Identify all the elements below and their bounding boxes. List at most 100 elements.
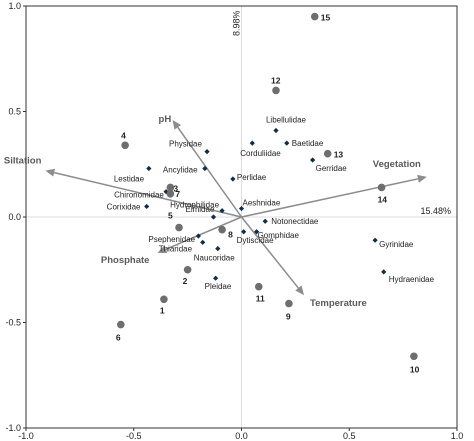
taxon-marker [230, 176, 236, 182]
vector-arrowhead [172, 119, 182, 130]
taxon-marker [144, 203, 150, 210]
taxon-label: Gerridae [316, 164, 348, 173]
taxon-label: Notonectidae [271, 217, 319, 226]
taxon-label: Lestidae [114, 174, 145, 183]
taxon-marker [195, 233, 201, 239]
taxon-marker [238, 205, 245, 212]
site-label: 11 [256, 294, 265, 304]
y-tick-label: -0.5 [5, 318, 21, 328]
vector-arrowhead [417, 174, 427, 183]
y-tick-label: -1.0 [5, 423, 21, 433]
axis1-variance-label: 15.48% [420, 206, 451, 216]
taxon-marker [262, 218, 268, 224]
taxon-label: Hydrophilidae [170, 201, 219, 210]
taxon-label: Hydraenidae [389, 275, 435, 284]
site-label: 5 [168, 211, 173, 221]
vector-temperature [240, 216, 299, 289]
vector-arrowhead [157, 245, 168, 254]
vector-arrowhead [295, 285, 304, 296]
x-tick-label: 0.5 [343, 431, 356, 441]
site-marker [175, 223, 183, 232]
taxon-label: Chironomidae [114, 191, 164, 200]
taxon-marker [310, 157, 316, 163]
vector-label: Phosphate [101, 255, 150, 266]
site-marker [166, 189, 175, 198]
taxon-label: Elmidae [185, 205, 214, 214]
site-marker [310, 12, 319, 21]
x-tick-label: 0.0 [235, 431, 248, 441]
taxon-label: Ancylidae [163, 165, 198, 174]
x-tick-label: -0.5 [126, 431, 142, 441]
site-label: 9 [286, 312, 291, 322]
site-marker [323, 149, 332, 158]
taxon-marker [146, 165, 152, 172]
vector-label: Siltation [4, 156, 42, 167]
taxon-label: Aeshnidae [243, 199, 281, 208]
site-marker [218, 225, 226, 234]
taxon-marker [213, 275, 219, 281]
taxon-marker [210, 214, 217, 220]
taxon-marker [241, 229, 247, 235]
taxon-marker [381, 269, 387, 275]
site-label: 10 [410, 364, 420, 374]
vector-arrowhead [45, 168, 56, 177]
taxon-label: Thiaridae [159, 244, 193, 253]
site-marker [377, 183, 386, 192]
site-marker [121, 141, 129, 150]
vector-phosphate [165, 216, 242, 251]
taxon-label: Psephenidae [148, 235, 195, 244]
vector-label: pH [159, 114, 172, 125]
axis-ticks: -1.0 -0.5 0.0 0.5 1.0 1.0 0.5 0.0 -0.5 -1.0 [5, 1, 463, 441]
site-marker [160, 295, 168, 304]
site-marker [254, 282, 263, 291]
vector-label: Vegetation [373, 159, 421, 170]
taxon-marker [200, 239, 206, 245]
environmental-vectors: pH Siltation Vegetation Phosphate Temperatur… [4, 114, 427, 309]
site-label: 1 [160, 305, 165, 315]
taxon-marker [273, 127, 279, 134]
y-tick-label: 0.0 [8, 212, 21, 222]
axis2-variance-label: 8.98% [232, 10, 242, 36]
taxon-label: Libellulidae [266, 115, 307, 124]
site-marker [117, 320, 125, 329]
vector-siltation [53, 171, 242, 218]
vector-label: Temperature [310, 298, 367, 309]
taxon-label: Physidae [169, 140, 202, 149]
taxon-marker [372, 237, 378, 243]
site-marker [183, 265, 192, 274]
y-tick-label: 1.0 [8, 1, 21, 11]
site-label: 12 [271, 75, 281, 85]
taxon-marker [249, 140, 255, 146]
site-marker [272, 86, 280, 95]
taxa-points: Physidae Libellulidae Baetidae Corduliidae G… [107, 115, 435, 291]
taxon-label: Perlidae [237, 173, 267, 182]
site-label: 14 [378, 194, 388, 204]
taxon-label: Gomphidae [258, 231, 300, 240]
x-tick-label: -1.0 [18, 431, 34, 441]
taxon-label: Pleidae [205, 282, 232, 291]
taxon-label: Corduliidae [240, 149, 281, 158]
site-label: 8 [228, 230, 233, 240]
taxon-label: Baetidae [292, 139, 324, 148]
taxon-marker [204, 148, 210, 155]
taxon-label: Naucoridae [194, 254, 235, 263]
site-label: 15 [321, 13, 331, 23]
taxon-marker [215, 246, 221, 252]
site-label: 7 [175, 189, 180, 199]
taxon-label: Corixidae [107, 202, 141, 211]
taxon-marker [284, 140, 290, 146]
site-label: 3 [173, 183, 178, 193]
x-tick-label: 1.0 [451, 431, 464, 441]
taxon-label: Gyrinidae [379, 240, 414, 249]
taxon-marker [253, 229, 260, 235]
vector-ph [177, 126, 243, 218]
site-label: 13 [334, 150, 344, 160]
y-tick-label: 0.5 [8, 107, 21, 117]
site-marker [285, 299, 293, 308]
site-label: 6 [116, 333, 121, 343]
site-marker [410, 352, 418, 361]
site-marker [166, 183, 175, 192]
site-label: 4 [121, 130, 126, 140]
